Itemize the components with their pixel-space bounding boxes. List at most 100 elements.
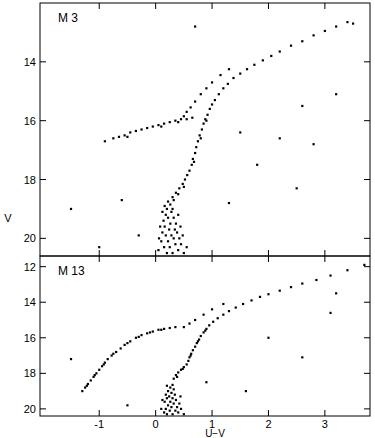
y-tick (40, 61, 46, 62)
x-tick (324, 3, 325, 9)
x-tick (155, 410, 156, 416)
point (170, 211, 172, 213)
point (165, 408, 167, 410)
point (152, 125, 154, 127)
point (112, 353, 114, 355)
point (157, 124, 159, 126)
point (205, 381, 207, 383)
x-tick (324, 256, 325, 262)
point (186, 111, 188, 113)
y-tick (40, 179, 46, 180)
point (129, 340, 131, 342)
point (363, 264, 365, 266)
point (81, 390, 83, 392)
point (290, 45, 292, 47)
point (228, 68, 230, 70)
y-tick-label: 12 (24, 261, 36, 273)
point (166, 413, 168, 415)
point (227, 83, 229, 85)
point (335, 292, 337, 294)
point (103, 363, 105, 365)
y-tick (40, 408, 46, 409)
point (183, 252, 185, 254)
point (126, 404, 128, 406)
point (177, 371, 179, 373)
point (161, 211, 163, 213)
point (149, 331, 151, 333)
point (164, 225, 166, 227)
point (118, 136, 120, 138)
point (90, 379, 92, 381)
point (222, 87, 224, 89)
point (239, 73, 241, 75)
y-tick-label: 20 (24, 232, 36, 244)
point (175, 223, 177, 225)
point (163, 328, 165, 330)
point (182, 183, 184, 185)
point (146, 127, 148, 129)
point (187, 360, 189, 362)
point (173, 199, 175, 201)
y-tick (40, 238, 46, 239)
point (152, 330, 154, 332)
point (157, 329, 159, 331)
point (222, 303, 224, 305)
point (169, 401, 171, 403)
x-tick (324, 410, 325, 416)
point (228, 202, 230, 204)
point (171, 413, 173, 415)
point (163, 411, 165, 413)
point (115, 351, 117, 353)
point (175, 192, 177, 194)
point (165, 394, 167, 396)
point (173, 388, 175, 390)
point (180, 408, 182, 410)
point (98, 369, 100, 371)
y-tick (40, 337, 46, 338)
point (352, 22, 354, 24)
marks (70, 264, 366, 416)
point (183, 326, 185, 328)
point (262, 59, 264, 61)
y-tick-label: 18 (24, 367, 36, 379)
point (167, 390, 169, 392)
point (324, 30, 326, 32)
point (173, 402, 175, 404)
point (104, 140, 106, 142)
point (184, 178, 186, 180)
point (199, 134, 201, 136)
x-tick (212, 256, 213, 262)
point (219, 74, 221, 76)
x-tick (324, 250, 325, 256)
point (167, 240, 169, 242)
point (163, 123, 165, 125)
point (177, 214, 179, 216)
point (167, 200, 169, 202)
point (158, 237, 160, 239)
point (174, 394, 176, 396)
x-tick-label: 2 (265, 418, 271, 430)
point (169, 410, 171, 412)
point (163, 246, 165, 248)
point (329, 274, 331, 276)
point (190, 354, 192, 356)
point (188, 322, 190, 324)
point (259, 296, 261, 298)
point (190, 106, 192, 108)
point (167, 217, 169, 219)
x-tick (99, 250, 100, 256)
point (86, 385, 88, 387)
x-tick-label: 3 (322, 418, 328, 430)
x-axis-label: U−V (205, 428, 225, 438)
x-tick (99, 410, 100, 416)
point (186, 174, 188, 176)
x-tick (99, 256, 100, 262)
point (195, 146, 197, 148)
point (239, 131, 241, 133)
x-tick (99, 3, 100, 9)
point (180, 243, 182, 245)
point (160, 240, 162, 242)
point (169, 246, 171, 248)
point (301, 40, 303, 42)
point (194, 346, 196, 348)
